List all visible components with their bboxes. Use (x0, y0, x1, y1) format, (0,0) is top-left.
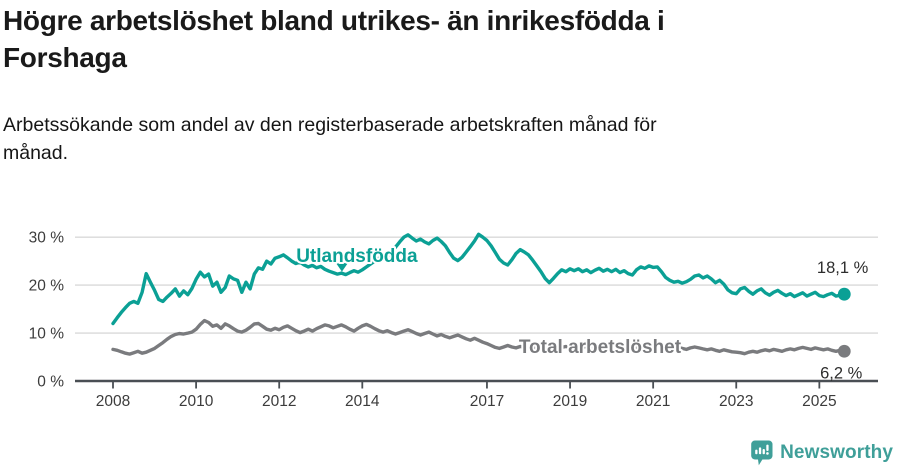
x-tick-label: 2019 (553, 393, 587, 410)
x-tick-label: 2014 (345, 393, 380, 410)
brand-footer: Newsworthy (751, 440, 893, 466)
logo-bar-2 (758, 447, 762, 455)
x-tick-label: 2021 (636, 393, 670, 410)
y-tick-label: 30 % (29, 230, 65, 247)
series-line-total-arbetsloshet (111, 318, 846, 356)
logo-exclamation-bar (766, 444, 769, 451)
series-label-total-arbetsloshet: Total arbetslöshet (519, 337, 682, 358)
x-tick-label: 2025 (802, 393, 836, 410)
x-tick-label: 2008 (96, 393, 130, 410)
y-tick-label: 0 % (37, 374, 64, 391)
series-line-utlandsfodda (111, 232, 846, 326)
x-tick-label: 2010 (179, 393, 214, 410)
x-tick-label: 2012 (262, 393, 296, 410)
logo-exclamation-dot (766, 452, 769, 455)
brand-name: Newsworthy (780, 442, 893, 463)
logo-bar-3 (762, 449, 765, 455)
down-triangle-marker (335, 263, 348, 272)
y-tick-label: 10 % (29, 326, 65, 343)
series-end-value-label: 6,2 % (820, 364, 863, 382)
series-end-dot-total-arbetsloshet (837, 344, 851, 358)
logo-bar-1 (755, 449, 758, 455)
series-end-dot-utlandsfodda (837, 287, 851, 301)
newsworthy-logo-icon (751, 440, 773, 466)
x-tick-label: 2023 (719, 393, 753, 410)
unemployment-line-chart: 2008 2010 2012 2014 2017 2019 2021 2023 2025 0 % 1… (29, 230, 878, 410)
x-tick-label: 2017 (470, 393, 504, 410)
y-tick-label: 20 % (29, 278, 65, 295)
series-label-utlandsfodda: Utlandsfödda (296, 246, 418, 267)
chart-title: Högre arbetslöshet bland utrikes- än inr… (3, 5, 665, 73)
chart-subtitle: Arbetssökande som andel av den registerb… (3, 114, 657, 164)
speech-bubble-shape (751, 440, 773, 466)
series-end-value-label: 18,1 % (817, 259, 869, 277)
